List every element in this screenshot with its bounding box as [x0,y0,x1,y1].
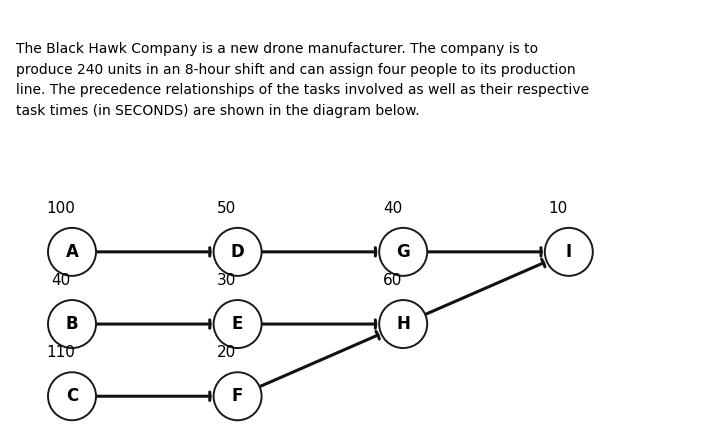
Text: 50: 50 [217,201,236,216]
Text: 60: 60 [383,273,402,288]
Ellipse shape [214,300,261,348]
Ellipse shape [545,228,593,276]
Ellipse shape [379,228,427,276]
Text: D: D [230,243,245,261]
Text: 40: 40 [383,201,402,216]
Text: 30: 30 [217,273,236,288]
Text: G: G [396,243,410,261]
Text: B: B [66,315,78,333]
Text: LINE BALANCING: LINE BALANCING [9,10,135,23]
Text: H: H [396,315,410,333]
Ellipse shape [48,372,96,420]
Text: The Black Hawk Company is a new drone manufacturer. The company is to
produce 24: The Black Hawk Company is a new drone ma… [16,42,589,118]
Text: C: C [66,387,78,405]
Text: 10: 10 [549,201,567,216]
Text: 110: 110 [47,345,76,360]
Ellipse shape [48,300,96,348]
Text: I: I [566,243,572,261]
Ellipse shape [214,228,261,276]
Text: 100: 100 [47,201,76,216]
Ellipse shape [48,228,96,276]
Text: E: E [232,315,243,333]
Text: 20: 20 [217,345,236,360]
Text: A: A [66,243,78,261]
Text: F: F [232,387,243,405]
Text: 40: 40 [52,273,71,288]
Ellipse shape [214,372,261,420]
Ellipse shape [379,300,427,348]
